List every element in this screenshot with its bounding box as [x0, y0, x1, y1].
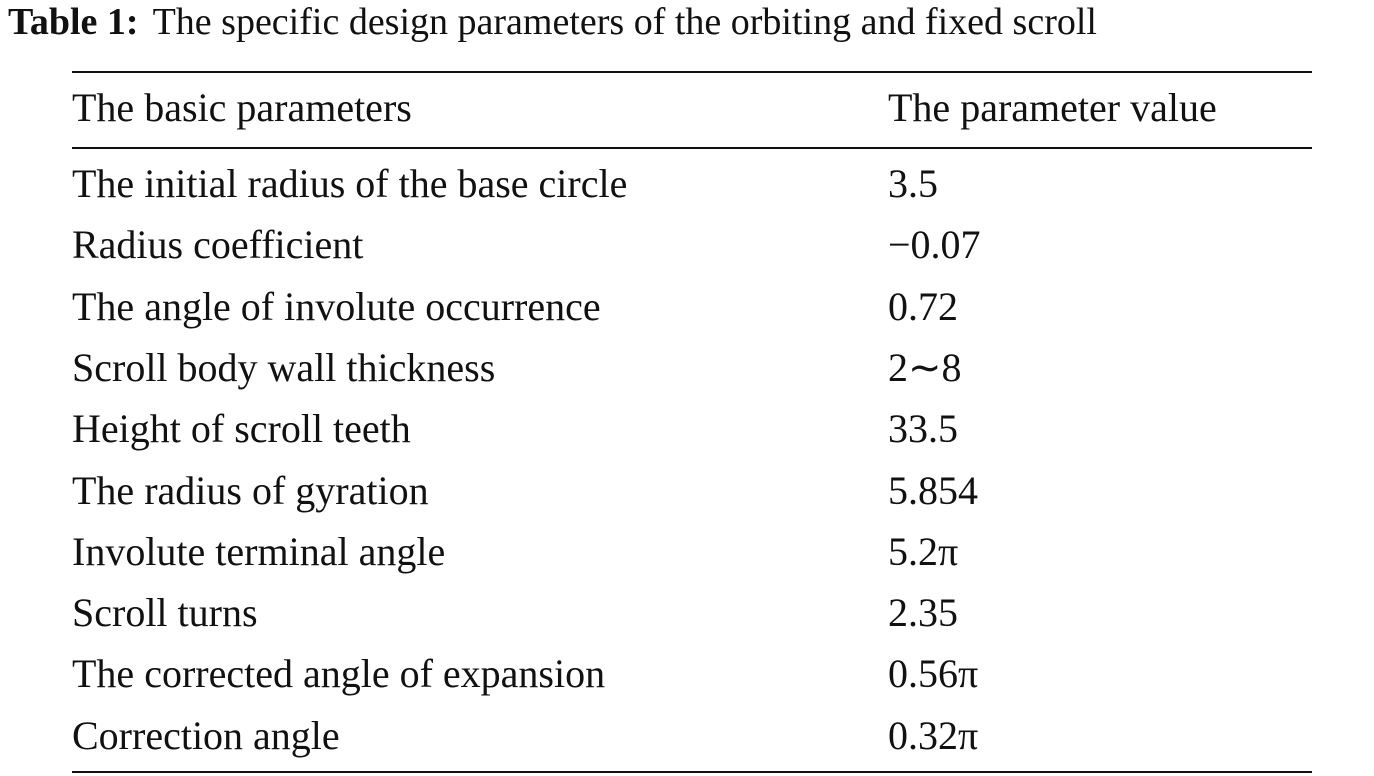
parameter-name: Involute terminal angle [72, 528, 446, 574]
parameter-name: Height of scroll teeth [72, 406, 411, 452]
parameter-value: 2∼8 [888, 344, 962, 390]
table-caption: Table 1: The specific design parameters o… [8, 0, 1097, 44]
parameter-value: 5.854 [888, 467, 978, 513]
parameter-value: 33.5 [888, 406, 958, 452]
header-cell: The parameter value [888, 85, 1217, 130]
parameter-name: The angle of involute occurrence [72, 283, 601, 329]
caption-label: Table 1: [8, 1, 139, 43]
parameter-value: 0.56π [888, 651, 979, 697]
parameter-name: Radius coefficient [72, 222, 364, 268]
parameter-value: 2.35 [888, 590, 958, 636]
parameter-value: 3.5 [888, 161, 938, 206]
top-rule [72, 71, 1312, 73]
bottom-rule [72, 771, 1312, 773]
parameter-value: 0.72 [888, 283, 958, 329]
parameter-name: The initial radius of the base circle [72, 161, 628, 206]
mid-rule [72, 147, 1312, 149]
parameter-name: Scroll turns [72, 590, 258, 636]
parameter-name: Scroll body wall thickness [72, 344, 496, 390]
parameter-name: The radius of gyration [72, 467, 429, 513]
caption-text: The specific design parameters of the or… [152, 1, 1097, 43]
header-cell: The basic parameters [72, 85, 412, 130]
parameter-value: 0.32π [888, 712, 979, 758]
parameter-value: −0.07 [888, 222, 981, 268]
parameter-value: 5.2π [888, 528, 959, 574]
parameter-name: The corrected angle of expansion [72, 651, 606, 697]
parameter-name: Correction angle [72, 712, 340, 758]
